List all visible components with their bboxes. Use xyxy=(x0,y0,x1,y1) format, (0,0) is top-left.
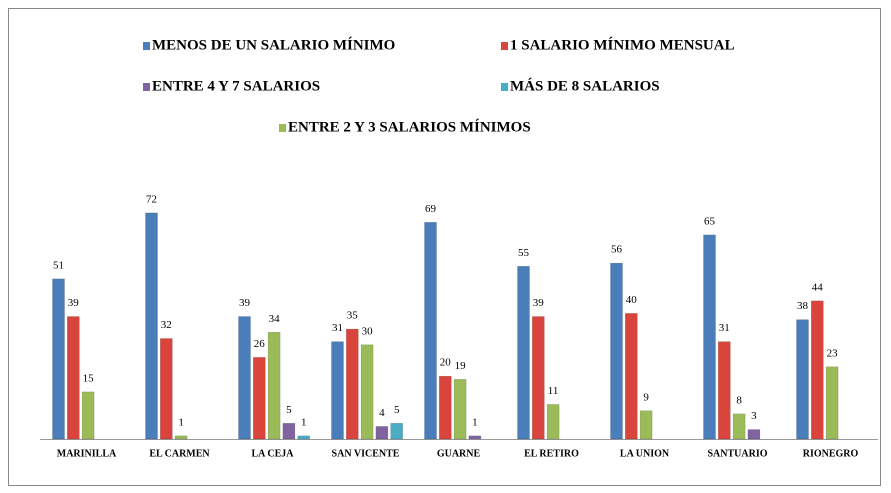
bar xyxy=(360,344,374,440)
x-tick-label: GUARNE xyxy=(437,448,481,459)
bar xyxy=(81,391,95,440)
legend-swatch xyxy=(279,124,286,132)
legend-label: MÁS DE 8 SALARIOS xyxy=(510,77,660,94)
bar xyxy=(390,423,403,440)
x-tick-label: EL RETIRO xyxy=(524,448,579,459)
data-label: 9 xyxy=(643,391,649,403)
legend-label: 1 SALARIO MÍNIMO MENSUAL xyxy=(510,36,735,53)
data-label: 44 xyxy=(812,281,824,293)
data-label: 40 xyxy=(626,294,638,306)
data-label: 5 xyxy=(394,404,400,416)
data-label: 35 xyxy=(347,310,359,322)
data-label: 4 xyxy=(379,407,385,419)
bar xyxy=(160,338,173,440)
bar xyxy=(282,423,296,440)
data-label: 30 xyxy=(362,325,374,337)
data-label: 65 xyxy=(704,215,716,227)
bar xyxy=(238,316,251,440)
x-tick-label: EL CARMEN xyxy=(149,448,210,459)
bar xyxy=(253,357,266,440)
bar xyxy=(625,313,638,440)
bar xyxy=(145,212,158,440)
legend-label: ENTRE 2 Y 3 SALARIOS MÍNIMOS xyxy=(288,118,531,135)
bar xyxy=(174,435,188,440)
bar xyxy=(532,316,545,440)
data-label: 19 xyxy=(455,360,467,372)
bar xyxy=(346,328,359,440)
data-label: 8 xyxy=(736,394,742,406)
data-label: 31 xyxy=(332,322,343,334)
data-label: 39 xyxy=(68,297,80,309)
data-label: 34 xyxy=(269,313,281,325)
bar xyxy=(610,262,623,440)
data-label: 39 xyxy=(533,297,545,309)
data-label: 51 xyxy=(53,259,64,271)
data-label: 31 xyxy=(719,322,730,334)
bar xyxy=(439,375,452,440)
x-tick-label: RIONEGRO xyxy=(803,448,859,459)
data-label: 1 xyxy=(178,416,184,428)
legend-swatch xyxy=(143,42,150,50)
x-tick-label: LA UNION xyxy=(620,448,670,459)
legend-label: ENTRE 4 Y 7 SALARIOS xyxy=(152,78,320,94)
bar xyxy=(297,435,310,440)
data-label: 3 xyxy=(751,410,757,422)
bar xyxy=(453,379,467,440)
bar xyxy=(703,234,716,440)
legend-swatch xyxy=(501,42,508,50)
x-tick-label: MARINILLA xyxy=(57,448,117,459)
bar xyxy=(796,319,809,440)
legend-swatch xyxy=(143,83,150,91)
legend-label: MENOS DE UN SALARIO MÍNIMO xyxy=(152,36,395,53)
data-label: 23 xyxy=(827,347,839,359)
data-label: 11 xyxy=(548,385,559,397)
x-tick-label: LA CEJA xyxy=(252,448,295,459)
bar xyxy=(375,426,389,440)
bar xyxy=(639,410,653,440)
data-label: 39 xyxy=(239,297,251,309)
data-label: 69 xyxy=(425,203,437,215)
data-label: 1 xyxy=(301,416,307,428)
bar xyxy=(747,429,761,440)
data-label: 55 xyxy=(518,247,530,259)
bar xyxy=(424,222,437,440)
bar xyxy=(517,266,530,440)
data-label: 20 xyxy=(440,357,452,369)
data-label: 5 xyxy=(286,404,292,416)
bar xyxy=(267,331,281,440)
data-label: 32 xyxy=(161,319,172,331)
bar xyxy=(468,435,482,440)
data-label: 72 xyxy=(146,193,157,205)
bar xyxy=(825,366,839,440)
legend-swatch xyxy=(501,83,508,91)
bar xyxy=(718,341,731,440)
bar xyxy=(331,341,344,440)
data-label: 38 xyxy=(797,300,809,312)
data-label: 56 xyxy=(611,244,623,256)
bar xyxy=(732,413,746,440)
data-label: 15 xyxy=(83,372,95,384)
bar xyxy=(811,300,824,440)
data-label: 1 xyxy=(472,416,478,428)
bar xyxy=(546,404,560,440)
x-tick-label: SAN VICENTE xyxy=(332,448,400,459)
bar xyxy=(52,278,65,440)
x-tick-label: SANTUARIO xyxy=(707,448,767,459)
bar xyxy=(67,316,80,440)
data-label: 26 xyxy=(254,338,266,350)
